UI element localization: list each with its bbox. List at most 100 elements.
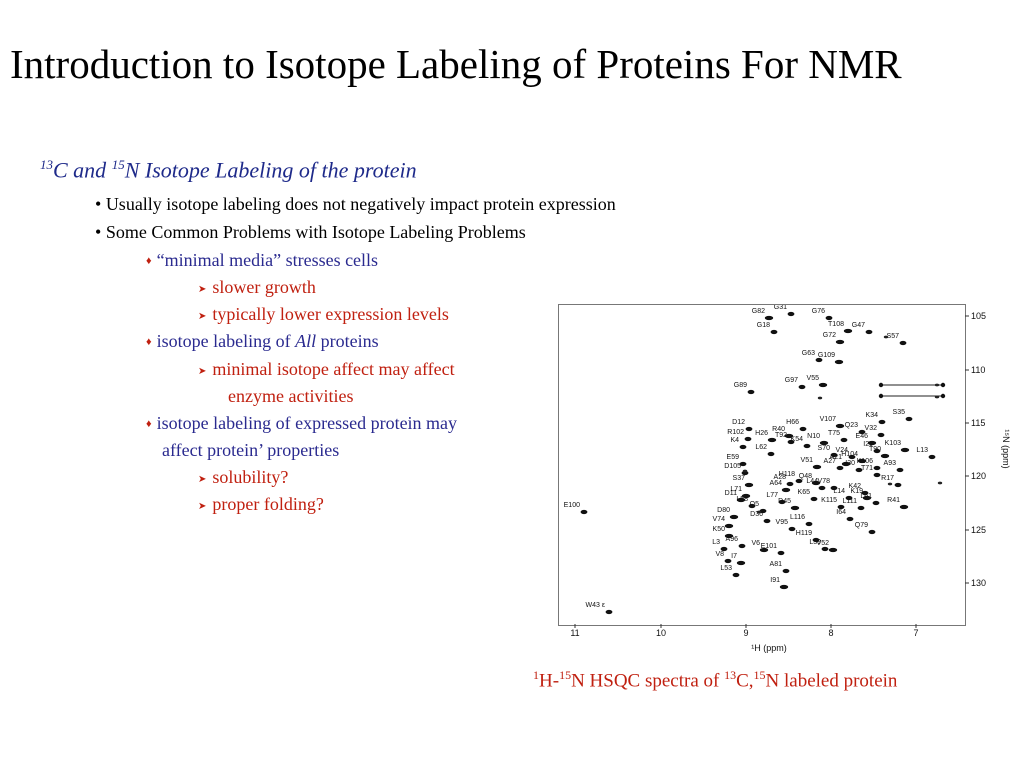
- svg-text:K19: K19: [851, 488, 864, 495]
- problem-item: ♦ isotope labeling of All proteins: [146, 331, 379, 351]
- peak-g31: G31: [774, 305, 795, 317]
- spectrum-y-axis: 105 110 115 120 125 130 ¹⁵N (ppm): [965, 304, 1015, 624]
- peak-i91: I91: [770, 577, 789, 590]
- peak-s70: S70: [818, 445, 838, 458]
- svg-text:G18: G18: [757, 322, 770, 329]
- peak-k106: K106: [857, 458, 881, 471]
- peak-k34: K34: [866, 412, 886, 425]
- peak-v95: V95: [776, 519, 796, 532]
- peak-t71: T71: [861, 465, 881, 478]
- peak-q79: Q79: [855, 522, 876, 535]
- peak-v6: V6: [751, 540, 769, 553]
- svg-text:L53: L53: [720, 565, 732, 572]
- peak-l111: L111: [842, 498, 865, 511]
- folded-peak-bracket: [878, 382, 946, 399]
- arrow-bullet-icon: ➤: [198, 366, 207, 377]
- peak-d12: D12: [732, 419, 753, 432]
- svg-text:A28: A28: [774, 474, 787, 481]
- peak-q5: Q5: [750, 501, 767, 514]
- peak-q48: Q48: [799, 473, 821, 486]
- peak-h119: H119: [796, 530, 820, 543]
- svg-text:Q48: Q48: [799, 473, 812, 480]
- svg-text:K106: K106: [857, 458, 873, 465]
- peak-g63: G63: [802, 350, 823, 363]
- svg-text:V107: V107: [820, 416, 836, 423]
- spectrum-x-axis: 11 10 9 8 7 ¹H (ppm): [558, 624, 968, 668]
- svg-text:T71: T71: [861, 465, 873, 472]
- svg-text:L13: L13: [916, 447, 928, 454]
- y-tick-label: 110: [971, 365, 985, 375]
- peak-a28: A28: [774, 474, 794, 487]
- svg-text:K4: K4: [730, 437, 739, 444]
- svg-text:W43 ε: W43 ε: [586, 602, 605, 609]
- svg-text:L111: L111: [842, 498, 857, 505]
- problem-item: ♦ isotope labeling of expressed protein m…: [146, 413, 458, 433]
- peak-l61: L61: [860, 493, 880, 506]
- svg-text:D105: D105: [724, 463, 741, 470]
- peak-e46: E46: [856, 433, 877, 446]
- svg-text:K34: K34: [866, 412, 879, 419]
- peak-v55: V55: [807, 375, 828, 388]
- peak-d36: D36: [750, 511, 771, 524]
- peak-s35: S35: [893, 409, 913, 422]
- sub-item-continuation: enzyme activities: [228, 386, 354, 406]
- peak-v78: V78: [818, 478, 838, 491]
- sub-item: ➤ typically lower expression levels: [198, 304, 449, 324]
- peak-g76: G76: [812, 308, 833, 321]
- svg-text:V52: V52: [817, 540, 830, 547]
- peak-l77: L77: [766, 492, 786, 505]
- svg-text:V51: V51: [801, 457, 814, 464]
- peak-h104: H104: [841, 451, 867, 464]
- svg-text:R102: R102: [727, 429, 744, 436]
- arrow-bullet-icon: ➤: [198, 284, 207, 295]
- peak-v51: V51: [801, 457, 822, 470]
- peak-k65: K65: [798, 489, 818, 502]
- svg-text:N10: N10: [807, 433, 820, 440]
- peak-h66: H66: [786, 419, 807, 432]
- svg-text:E59: E59: [727, 454, 740, 461]
- unlabeled-peak: [887, 482, 893, 486]
- peak-l116: L116: [790, 514, 813, 527]
- peak-l71: L71: [730, 486, 751, 499]
- svg-text:L77: L77: [766, 492, 778, 499]
- svg-text:S70: S70: [818, 445, 831, 452]
- svg-text:Q79: Q79: [855, 522, 868, 529]
- peak-r17: R17: [881, 475, 902, 488]
- peak-g97: G97: [785, 377, 806, 390]
- svg-text:R41: R41: [887, 497, 900, 504]
- bullet-item: • Usually isotope labeling does not nega…: [95, 194, 616, 214]
- arrow-bullet-icon: ➤: [198, 474, 207, 485]
- svg-text:H26: H26: [755, 430, 768, 437]
- problem-item: ♦ “minimal media” stresses cells: [146, 250, 379, 270]
- y-tick-label: 130: [971, 578, 986, 588]
- peak-k50: K50: [713, 526, 734, 539]
- peak-a81: A81: [770, 561, 790, 574]
- unlabeled-peak: [817, 396, 823, 400]
- y-tick-label: 115: [971, 418, 985, 428]
- peak-i30: I30: [845, 460, 863, 473]
- bullet-dot-icon: •: [95, 222, 102, 242]
- unlabeled-peak: [937, 481, 943, 485]
- svg-text:S57: S57: [887, 333, 900, 340]
- svg-text:Q5: Q5: [750, 501, 759, 508]
- peak-g82: G82: [752, 308, 774, 321]
- svg-text:R17: R17: [881, 475, 894, 482]
- peak-r102: R102: [727, 429, 752, 442]
- svg-text:D36: D36: [750, 511, 763, 518]
- svg-text:G47: G47: [852, 322, 865, 329]
- peak-r41: R41: [887, 497, 909, 510]
- sub-item: ➤ slower growth: [198, 277, 316, 297]
- svg-text:A27: A27: [824, 458, 837, 465]
- svg-text:T75: T75: [828, 430, 840, 437]
- svg-text:K103: K103: [885, 440, 901, 447]
- peak-t92: T92: [775, 432, 795, 445]
- problem-item-continuation: affect protein’ properties: [162, 440, 340, 460]
- peak-t90: T90: [869, 446, 890, 459]
- svg-text:I30: I30: [845, 460, 855, 467]
- svg-text:E100: E100: [564, 502, 580, 509]
- diamond-bullet-icon: ♦: [146, 336, 152, 348]
- peak-l53: L53: [720, 565, 740, 578]
- peak-a27: A27: [824, 458, 844, 471]
- arrow-bullet-icon: ➤: [198, 311, 207, 322]
- peak-v32: V32: [865, 425, 885, 438]
